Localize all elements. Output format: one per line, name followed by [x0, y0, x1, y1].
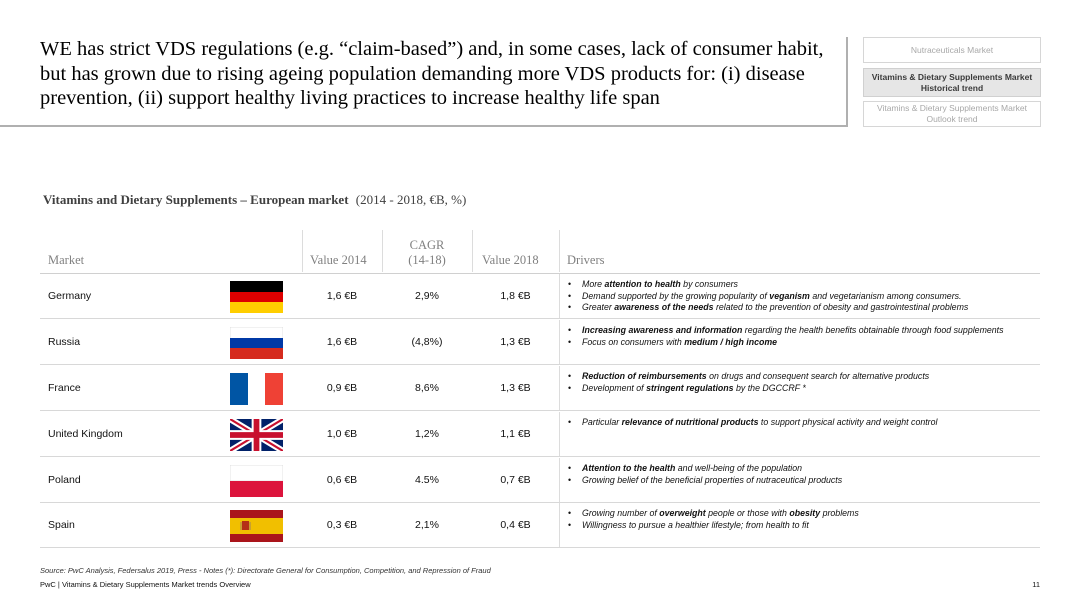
spain-flag	[230, 510, 283, 542]
value-2014: 0,6 €B	[326, 474, 358, 486]
driver-item: Development of stringent regulations by …	[568, 383, 1038, 395]
table-row: Spain 0,3 €B 2,1% 0,4 €B Growing number …	[40, 503, 1040, 548]
row-divider	[40, 318, 1040, 319]
value-2014: 1,6 €B	[326, 290, 358, 302]
header-cagr-line2: (14-18)	[408, 253, 446, 267]
cagr-value: (4,8%)	[411, 336, 443, 348]
cagr-value: 8,6%	[415, 382, 439, 394]
nav-vds-outlook-trend[interactable]: Vitamins & Dietary Supplements Market Ou…	[863, 101, 1041, 127]
row-divider	[40, 364, 1040, 365]
footer-text: PwC | Vitamins & Dietary Supplements Mar…	[40, 580, 251, 589]
slide-title: WE has strict VDS regulations (e.g. “cla…	[40, 38, 824, 109]
drivers-list: Increasing awareness and information reg…	[568, 325, 1038, 348]
header-separator	[302, 230, 303, 272]
country-name: United Kingdom	[48, 428, 123, 440]
header-separator	[382, 230, 383, 272]
header-market: Market	[48, 253, 85, 267]
drivers-list: Reduction of reimbursements on drugs and…	[568, 371, 1038, 394]
country-name: Germany	[48, 290, 92, 302]
title-vertical-divider	[846, 37, 848, 127]
value-2014: 1,6 €B	[326, 336, 358, 348]
driver-item: Reduction of reimbursements on drugs and…	[568, 371, 1038, 383]
cagr-value: 1,2%	[415, 428, 439, 440]
value-2018: 1,1 €B	[500, 428, 531, 440]
row-divider	[40, 502, 1040, 503]
value-2018: 0,4 €B	[500, 519, 531, 531]
header-value-2014: Value 2014	[310, 253, 367, 267]
nav-item-sublabel: Outlook trend	[926, 114, 978, 124]
header-drivers: Drivers	[567, 253, 605, 267]
driver-item: Increasing awareness and information reg…	[568, 325, 1038, 337]
table-title-units: (2014 - 2018, €B, %)	[355, 192, 467, 207]
column-separator	[559, 503, 560, 548]
driver-item: Growing number of overweight people or t…	[568, 508, 1038, 520]
value-2018: 1,3 €B	[500, 336, 531, 348]
value-2018: 1,8 €B	[500, 290, 531, 302]
source-note: Source: PwC Analysis, Federsalus 2019, P…	[40, 566, 491, 575]
driver-item: Demand supported by the growing populari…	[568, 291, 1038, 303]
value-2014: 1,0 €B	[326, 428, 358, 440]
table-title-main: Vitamins and Dietary Supplements – Europ…	[43, 192, 349, 207]
driver-item: Particular relevance of nutritional prod…	[568, 417, 1038, 429]
poland-flag	[230, 465, 283, 497]
title-divider	[0, 125, 848, 127]
driver-item: Greater awareness of the needs related t…	[568, 302, 1038, 314]
driver-item: Growing belief of the beneficial propert…	[568, 475, 1038, 487]
driver-item: Focus on consumers with medium / high in…	[568, 337, 1038, 349]
table-header: Market Value 2014 CAGR (14-18) Value 201…	[0, 230, 1080, 272]
header-cagr: CAGR (14-18)	[382, 238, 472, 268]
value-2018: 1,3 €B	[500, 382, 531, 394]
nav-item-sublabel: Historical trend	[920, 82, 984, 93]
page-number: 11	[1032, 580, 1040, 589]
header-cagr-line1: CAGR	[409, 238, 445, 252]
value-2014: 0,9 €B	[326, 382, 358, 394]
country-name: France	[48, 382, 81, 394]
table-row: France 0,9 €B 8,6% 1,3 €B Reduction of r…	[40, 366, 1040, 411]
driver-item: More attention to health by consumers	[568, 279, 1038, 291]
nav-item-label: Vitamins & Dietary Supplements Market	[871, 71, 1033, 82]
table-row: Germany 1,6 €B 2,9% 1,8 €B More attentio…	[40, 274, 1040, 319]
header-separator	[472, 230, 473, 272]
uk-flag	[230, 419, 283, 451]
germany-flag	[230, 281, 283, 313]
country-name: Russia	[48, 336, 81, 348]
nav-nutraceuticals-market[interactable]: Nutraceuticals Market	[863, 37, 1041, 63]
nav-item-label: Vitamins & Dietary Supplements Market	[876, 103, 1028, 113]
drivers-list: Growing number of overweight people or t…	[568, 508, 1038, 531]
table-row: Russia 1,6 €B (4,8%) 1,3 €B Increasing a…	[40, 320, 1040, 365]
country-name: Poland	[48, 474, 81, 486]
table-row: United Kingdom 1,0 €B 1,2% 1,1 €B Partic…	[40, 412, 1040, 457]
driver-item: Attention to the health and well-being o…	[568, 463, 1038, 475]
row-divider	[40, 410, 1040, 411]
drivers-list: Attention to the health and well-being o…	[568, 463, 1038, 486]
drivers-list: More attention to health by consumers De…	[568, 279, 1038, 314]
nav-vds-historical-trend[interactable]: Vitamins & Dietary Supplements Market Hi…	[863, 68, 1041, 97]
row-divider	[40, 547, 1040, 548]
row-divider	[40, 456, 1040, 457]
column-separator	[559, 366, 560, 411]
drivers-list: Particular relevance of nutritional prod…	[568, 417, 1038, 429]
column-separator	[559, 458, 560, 503]
column-separator	[559, 412, 560, 457]
cagr-value: 2,9%	[415, 290, 439, 302]
cagr-value: 2,1%	[415, 519, 439, 531]
nav-item-label: Nutraceuticals Market	[910, 44, 994, 55]
driver-item: Willingness to pursue a healthier lifest…	[568, 520, 1038, 532]
header-value-2018: Value 2018	[482, 253, 539, 267]
table-title: Vitamins and Dietary Supplements – Europ…	[43, 192, 466, 208]
value-2018: 0,7 €B	[500, 474, 531, 486]
value-2014: 0,3 €B	[326, 519, 358, 531]
table-row: Poland 0,6 €B 4.5% 0,7 €B Attention to t…	[40, 458, 1040, 503]
cagr-value: 4.5%	[415, 474, 439, 486]
header-separator	[559, 230, 560, 272]
russia-flag	[230, 327, 283, 359]
france-flag	[230, 373, 283, 405]
column-separator	[559, 320, 560, 365]
header-divider	[40, 273, 1040, 274]
country-name: Spain	[48, 519, 75, 531]
column-separator	[559, 274, 560, 319]
